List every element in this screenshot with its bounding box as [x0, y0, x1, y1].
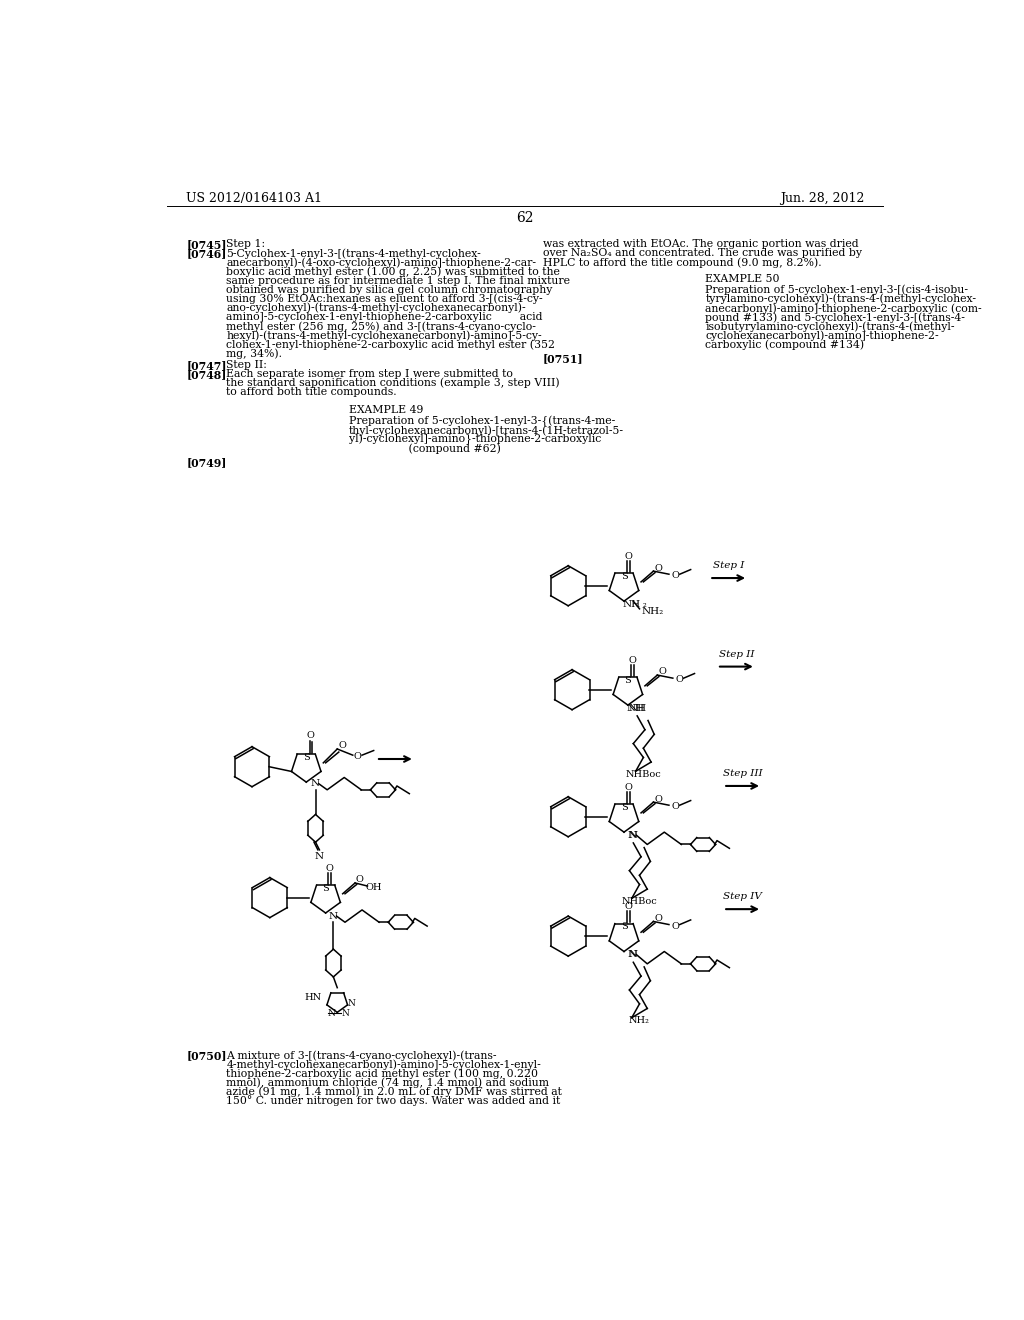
Text: ₂: ₂: [642, 599, 646, 609]
Text: N: N: [311, 779, 321, 788]
Text: [0751]: [0751]: [543, 352, 584, 364]
Text: HN: HN: [304, 993, 322, 1002]
Text: N: N: [327, 1010, 335, 1018]
Text: N: N: [627, 830, 636, 840]
Text: O: O: [326, 863, 334, 873]
Text: NHBoc: NHBoc: [626, 770, 662, 779]
Text: N: N: [314, 851, 324, 861]
Text: carboxylic (compound #134): carboxylic (compound #134): [706, 339, 864, 350]
Text: NH₂: NH₂: [641, 607, 664, 616]
Text: cyclohexanecarbonyl)-amino]-thiophene-2-: cyclohexanecarbonyl)-amino]-thiophene-2-: [706, 330, 939, 341]
Text: thyl-cyclohexanecarbonyl)-[trans-4-(1H-tetrazol-5-: thyl-cyclohexanecarbonyl)-[trans-4-(1H-t…: [349, 425, 624, 436]
Text: boxylic acid methyl ester (1.00 g, 2.25) was submitted to the: boxylic acid methyl ester (1.00 g, 2.25)…: [226, 267, 560, 277]
Text: 4-methyl-cyclohexanecarbonyl)-amino]-5-cyclohex-1-enyl-: 4-methyl-cyclohexanecarbonyl)-amino]-5-c…: [226, 1059, 541, 1069]
Text: O: O: [629, 656, 637, 665]
Text: O: O: [671, 572, 679, 581]
Text: 150° C. under nitrogen for two days. Water was added and it: 150° C. under nitrogen for two days. Wat…: [226, 1096, 561, 1106]
Text: [0747]: [0747]: [186, 359, 226, 371]
Text: NH: NH: [627, 704, 645, 713]
Text: same procedure as for intermediate 1 step I. The final mixture: same procedure as for intermediate 1 ste…: [226, 276, 570, 285]
Text: NH: NH: [628, 704, 646, 713]
Text: N: N: [629, 830, 638, 840]
Text: amino]-5-cyclohex-1-enyl-thiophene-2-carboxylic        acid: amino]-5-cyclohex-1-enyl-thiophene-2-car…: [226, 312, 543, 322]
Text: [0748]: [0748]: [186, 368, 226, 380]
Text: Step IV: Step IV: [723, 892, 762, 902]
Text: Step 1:: Step 1:: [226, 239, 265, 249]
Text: to afford both title compounds.: to afford both title compounds.: [226, 387, 397, 397]
Text: A mixture of 3-[(trans-4-cyano-cyclohexyl)-(trans-: A mixture of 3-[(trans-4-cyano-cyclohexy…: [226, 1051, 497, 1061]
Text: anecarbonyl)-amino]-thiophene-2-carboxylic (com-: anecarbonyl)-amino]-thiophene-2-carboxyl…: [706, 304, 982, 314]
Text: O: O: [306, 731, 314, 741]
Text: O: O: [625, 783, 633, 792]
Text: mmol), ammonium chloride (74 mg, 1.4 mmol) and sodium: mmol), ammonium chloride (74 mg, 1.4 mmo…: [226, 1077, 550, 1088]
Text: Step I: Step I: [713, 561, 744, 570]
Text: [0749]: [0749]: [186, 457, 226, 467]
Text: was extracted with EtOAc. The organic portion was dried: was extracted with EtOAc. The organic po…: [543, 239, 858, 249]
Text: S: S: [621, 572, 628, 581]
Text: hexyl)-(trans-4-methyl-cyclohexanecarbonyl)-amino]-5-cy-: hexyl)-(trans-4-methyl-cyclohexanecarbon…: [226, 330, 542, 341]
Text: S: S: [621, 923, 628, 932]
Text: O: O: [654, 913, 663, 923]
Text: over Na₂SO₄ and concentrated. The crude was purified by: over Na₂SO₄ and concentrated. The crude …: [543, 248, 861, 259]
Text: O: O: [671, 803, 679, 812]
Text: O: O: [625, 903, 633, 911]
Text: O: O: [654, 795, 663, 804]
Text: (compound #62): (compound #62): [349, 444, 501, 454]
Text: Jun. 28, 2012: Jun. 28, 2012: [780, 191, 864, 205]
Text: S: S: [621, 803, 628, 812]
Text: methyl ester (256 mg, 25%) and 3-[(trans-4-cyano-cyclo-: methyl ester (256 mg, 25%) and 3-[(trans…: [226, 321, 537, 331]
Text: EXAMPLE 49: EXAMPLE 49: [349, 405, 423, 416]
Text: tyrylamino-cyclohexyl)-(trans-4-(methyl-cyclohex-: tyrylamino-cyclohexyl)-(trans-4-(methyl-…: [706, 294, 976, 305]
Text: S: S: [323, 884, 329, 892]
Text: HPLC to afford the title compound (9.0 mg, 8.2%).: HPLC to afford the title compound (9.0 m…: [543, 257, 821, 268]
Text: [0750]: [0750]: [186, 1051, 226, 1061]
Text: Preparation of 5-cyclohex-1-enyl-3-{(trans-4-me-: Preparation of 5-cyclohex-1-enyl-3-{(tra…: [349, 416, 615, 428]
Text: [0746]: [0746]: [186, 248, 226, 259]
Text: Step II: Step II: [719, 649, 754, 659]
Text: O: O: [675, 676, 683, 684]
Text: thiophene-2-carboxylic acid methyl ester (100 mg, 0.220: thiophene-2-carboxylic acid methyl ester…: [226, 1068, 539, 1078]
Text: S: S: [303, 752, 309, 762]
Text: NHBoc: NHBoc: [622, 898, 657, 906]
Text: clohex-1-enyl-thiophene-2-carboxylic acid methyl ester (352: clohex-1-enyl-thiophene-2-carboxylic aci…: [226, 339, 555, 350]
Text: US 2012/0164103 A1: US 2012/0164103 A1: [186, 191, 323, 205]
Text: yl)-cyclohexyl]-amino}-thiophene-2-carboxylic: yl)-cyclohexyl]-amino}-thiophene-2-carbo…: [349, 434, 601, 445]
Text: Step III: Step III: [723, 770, 763, 779]
Text: N: N: [347, 999, 355, 1007]
Text: N: N: [341, 1010, 349, 1018]
Text: ano-cyclohexyl)-(trans-4-methyl-cyclohexanecarbonyl)-: ano-cyclohexyl)-(trans-4-methyl-cyclohex…: [226, 302, 526, 313]
Text: O: O: [339, 742, 346, 750]
Text: the standard saponification conditions (example 3, step VIII): the standard saponification conditions (…: [226, 378, 560, 388]
Text: isobutyrylamino-cyclohexyl)-(trans-4-(methyl-: isobutyrylamino-cyclohexyl)-(trans-4-(me…: [706, 321, 954, 331]
Text: EXAMPLE 50: EXAMPLE 50: [706, 275, 780, 284]
Text: NH₂: NH₂: [629, 1016, 650, 1026]
Text: pound #133) and 5-cyclohex-1-enyl-3-[(trans-4-: pound #133) and 5-cyclohex-1-enyl-3-[(tr…: [706, 312, 966, 322]
Text: 5-Cyclohex-1-enyl-3-[(trans-4-methyl-cyclohex-: 5-Cyclohex-1-enyl-3-[(trans-4-methyl-cyc…: [226, 248, 481, 259]
Text: [0745]: [0745]: [186, 239, 226, 251]
Text: O: O: [654, 564, 663, 573]
Text: mg, 34%).: mg, 34%).: [226, 348, 283, 359]
Text: Preparation of 5-cyclohex-1-enyl-3-[(cis-4-isobu-: Preparation of 5-cyclohex-1-enyl-3-[(cis…: [706, 285, 969, 296]
Text: using 30% EtOAc:hexanes as eluent to afford 3-[(cis-4-cy-: using 30% EtOAc:hexanes as eluent to aff…: [226, 294, 543, 305]
Text: O: O: [671, 921, 679, 931]
Text: NH: NH: [623, 599, 641, 609]
Text: N: N: [627, 950, 636, 960]
Text: O: O: [625, 552, 633, 561]
Text: anecarbonyl)-(4-oxo-cyclohexyl)-amino]-thiophene-2-car-: anecarbonyl)-(4-oxo-cyclohexyl)-amino]-t…: [226, 257, 537, 268]
Text: Step II:: Step II:: [226, 359, 267, 370]
Text: N: N: [629, 950, 638, 960]
Text: N: N: [329, 912, 338, 920]
Text: O: O: [353, 752, 361, 762]
Text: 62: 62: [516, 211, 534, 226]
Text: Each separate isomer from step I were submitted to: Each separate isomer from step I were su…: [226, 368, 513, 379]
Text: O: O: [658, 668, 666, 676]
Text: obtained was purified by silica gel column chromatography: obtained was purified by silica gel colu…: [226, 285, 553, 294]
Text: azide (91 mg, 1.4 mmol) in 2.0 mL of dry DMF was stirred at: azide (91 mg, 1.4 mmol) in 2.0 mL of dry…: [226, 1086, 562, 1097]
Text: S: S: [625, 676, 631, 685]
Text: O: O: [355, 875, 364, 884]
Text: OH: OH: [366, 883, 382, 892]
